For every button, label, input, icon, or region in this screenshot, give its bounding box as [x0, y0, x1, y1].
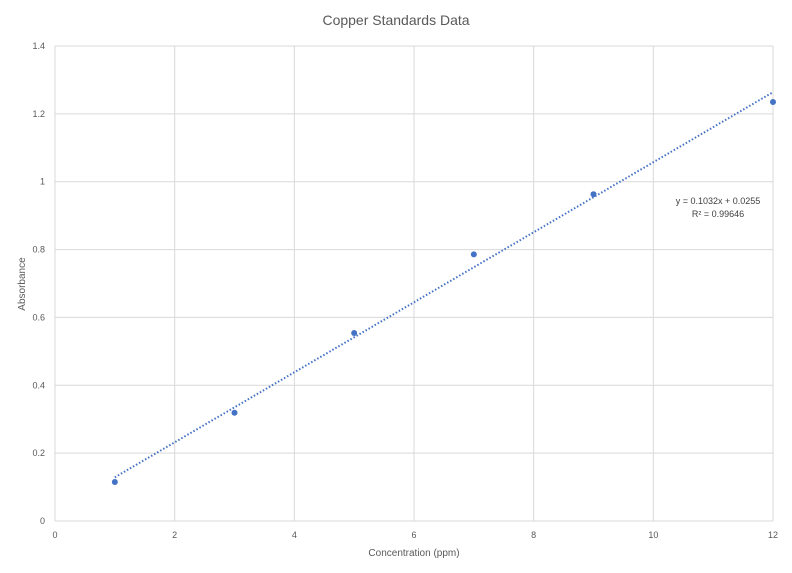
- x-tick-label: 8: [531, 530, 536, 540]
- x-tick-label: 0: [52, 530, 57, 540]
- x-tick-label: 12: [768, 530, 778, 540]
- y-tick-label: 0.4: [32, 380, 45, 390]
- data-point: [231, 409, 238, 416]
- x-tick-label: 6: [411, 530, 416, 540]
- data-point: [111, 478, 118, 485]
- data-point: [470, 251, 477, 258]
- x-tick-label: 2: [172, 530, 177, 540]
- y-tick-label: 0.8: [32, 245, 45, 255]
- x-tick-label: 4: [292, 530, 297, 540]
- trendline: [114, 91, 774, 479]
- y-tick-label: 0.2: [32, 448, 45, 458]
- y-tick-label: 1: [40, 177, 45, 187]
- x-axis-label: Concentration (ppm): [368, 548, 459, 559]
- y-tick-label: 0: [40, 516, 45, 526]
- y-tick-label: 1.2: [32, 109, 45, 119]
- data-point: [351, 330, 358, 337]
- gridlines: [54, 45, 774, 522]
- y-axis-label: Absorbance: [17, 257, 28, 311]
- trendline-group: [114, 91, 774, 479]
- data-point: [770, 98, 776, 105]
- x-tick-label: 10: [648, 530, 658, 540]
- data-point: [590, 191, 597, 198]
- y-tick-label: 0.6: [32, 312, 45, 322]
- data-points: [111, 98, 776, 485]
- y-tick-label: 1.4: [32, 41, 45, 51]
- trendline-equation: y = 0.1032x + 0.0255: [676, 196, 761, 206]
- axes: 0 2 4 6 8 10 12 0 0.2 0.4 0.6 0.8 1 1.2 1.4: [32, 41, 778, 540]
- r-squared-value: R² = 0.99646: [692, 209, 744, 219]
- chart-title: Copper Standards Data: [322, 12, 469, 28]
